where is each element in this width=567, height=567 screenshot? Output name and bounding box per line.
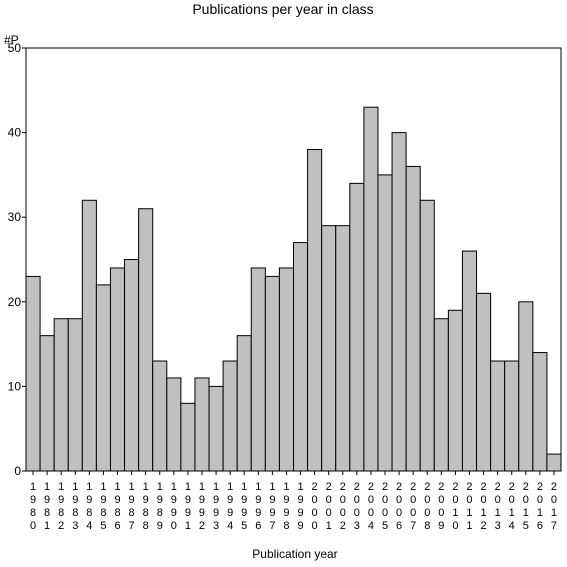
bar-2008 bbox=[419, 199, 435, 472]
bar-1996 bbox=[250, 267, 266, 472]
bar-1981 bbox=[39, 335, 55, 472]
bar-1994 bbox=[222, 360, 238, 472]
chart-title: Publications per year in class bbox=[192, 1, 373, 17]
bar-2009 bbox=[433, 318, 449, 472]
y-tick-label: 40 bbox=[8, 126, 22, 140]
bar-2017 bbox=[546, 453, 562, 472]
bar-2012 bbox=[476, 292, 492, 472]
bar-2002 bbox=[335, 225, 351, 472]
bar-1999 bbox=[293, 242, 309, 472]
y-tick-label: 0 bbox=[14, 464, 21, 478]
bar-1991 bbox=[180, 402, 196, 472]
bar-1990 bbox=[166, 377, 182, 472]
bar-2016 bbox=[532, 352, 548, 472]
y-axis: 0 10 20 30 40 50 bbox=[8, 41, 26, 478]
bar-1983 bbox=[67, 318, 83, 472]
x-axis-label: Publication year bbox=[252, 547, 337, 561]
bar-2003 bbox=[349, 182, 365, 472]
bar-2014 bbox=[504, 360, 520, 472]
bar-1988 bbox=[138, 208, 154, 472]
bar-1987 bbox=[124, 259, 140, 472]
bar-1993 bbox=[208, 385, 224, 472]
bar-1980 bbox=[25, 275, 41, 472]
bar-2010 bbox=[447, 309, 463, 472]
bar-1985 bbox=[95, 284, 111, 472]
bar-1986 bbox=[109, 267, 126, 472]
bar-2007 bbox=[405, 165, 421, 472]
bar-1997 bbox=[264, 275, 280, 472]
y-tick-label: 50 bbox=[8, 41, 22, 55]
bar-2000 bbox=[307, 149, 323, 472]
y-tick-label: 20 bbox=[8, 295, 22, 309]
y-tick-label: 30 bbox=[8, 210, 22, 224]
bar-1995 bbox=[236, 335, 252, 472]
bar-1998 bbox=[278, 267, 295, 472]
bars bbox=[25, 106, 562, 472]
bar-1982 bbox=[53, 318, 69, 472]
bar-2005 bbox=[377, 174, 393, 472]
bar-2015 bbox=[518, 301, 534, 472]
y-tick-label: 10 bbox=[8, 379, 22, 393]
bar-1984 bbox=[81, 199, 97, 472]
bar-1992 bbox=[194, 377, 210, 472]
bar-2004 bbox=[363, 106, 379, 472]
bar-2011 bbox=[461, 250, 478, 472]
y-axis-label: #P bbox=[4, 33, 19, 47]
bar-2006 bbox=[391, 132, 407, 472]
x-axis: 1 9 8 0 1 9 8 1 1 9 8 2 1 9 8 3 1 9 8 4 1 9 8 5 1 9 8 6 1 9 8 7 1 9 8 8 1 9 8 9… bbox=[30, 471, 557, 532]
bar-1989 bbox=[152, 360, 168, 472]
bar-2013 bbox=[490, 360, 506, 472]
bar-2001 bbox=[321, 225, 337, 472]
